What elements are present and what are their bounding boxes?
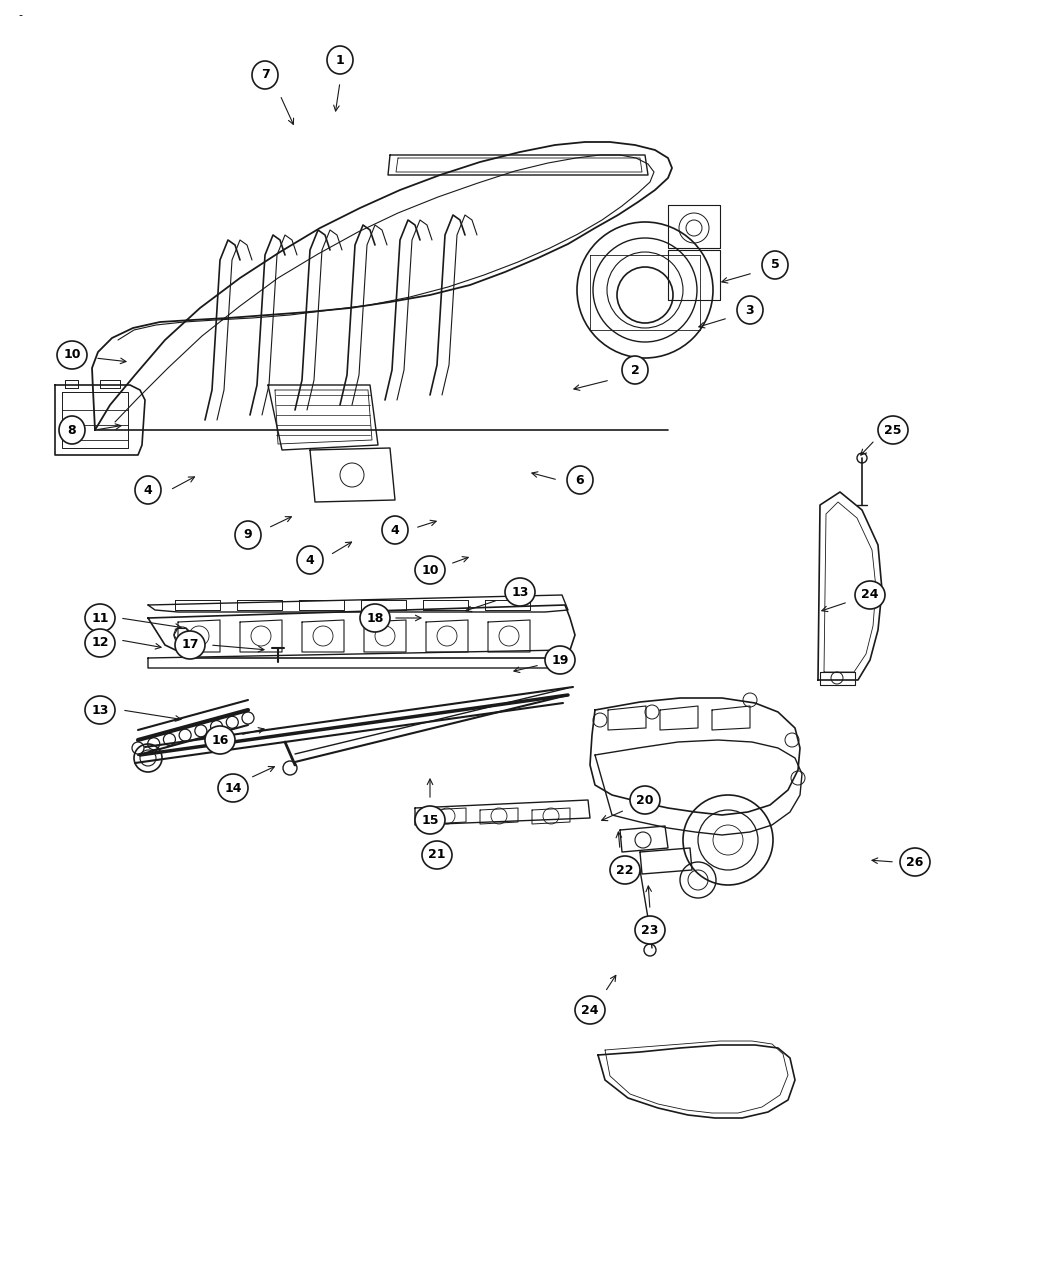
Text: 22: 22 — [616, 863, 634, 876]
Ellipse shape — [175, 631, 205, 659]
Text: -: - — [18, 10, 22, 20]
Text: 19: 19 — [551, 654, 569, 667]
Ellipse shape — [59, 416, 85, 444]
Text: 16: 16 — [211, 733, 229, 746]
Ellipse shape — [85, 696, 116, 724]
Text: 1: 1 — [336, 54, 344, 66]
Ellipse shape — [635, 915, 665, 944]
Text: 10: 10 — [421, 564, 439, 576]
Ellipse shape — [297, 546, 323, 574]
Text: 24: 24 — [861, 589, 879, 602]
Text: 8: 8 — [67, 423, 77, 436]
Text: 13: 13 — [511, 585, 529, 598]
Ellipse shape — [855, 581, 885, 609]
Ellipse shape — [382, 516, 408, 544]
Text: 2: 2 — [631, 363, 639, 376]
Text: 23: 23 — [642, 923, 658, 937]
Text: 17: 17 — [182, 639, 198, 652]
Text: 6: 6 — [575, 473, 584, 487]
Text: 9: 9 — [244, 529, 252, 542]
Text: 15: 15 — [421, 813, 439, 826]
Ellipse shape — [85, 604, 116, 632]
Ellipse shape — [415, 806, 445, 834]
Ellipse shape — [545, 646, 575, 674]
Text: 21: 21 — [428, 848, 446, 862]
Text: 26: 26 — [906, 856, 924, 868]
Ellipse shape — [900, 848, 930, 876]
Ellipse shape — [327, 46, 353, 74]
Ellipse shape — [85, 629, 116, 657]
Ellipse shape — [575, 996, 605, 1024]
Ellipse shape — [218, 774, 248, 802]
Ellipse shape — [878, 416, 908, 444]
Ellipse shape — [567, 465, 593, 493]
Ellipse shape — [57, 340, 87, 368]
Ellipse shape — [422, 842, 452, 870]
Ellipse shape — [622, 356, 648, 384]
Text: 14: 14 — [225, 782, 242, 794]
Ellipse shape — [252, 61, 278, 89]
Text: 3: 3 — [746, 303, 754, 316]
Ellipse shape — [415, 556, 445, 584]
Text: 4: 4 — [144, 483, 152, 496]
Ellipse shape — [205, 725, 235, 754]
Text: 7: 7 — [260, 69, 270, 82]
Text: 25: 25 — [884, 423, 902, 436]
Ellipse shape — [505, 578, 536, 606]
Text: 11: 11 — [91, 612, 109, 625]
Text: 12: 12 — [91, 636, 109, 649]
Text: 13: 13 — [91, 704, 109, 717]
Text: 5: 5 — [771, 259, 779, 272]
Ellipse shape — [360, 604, 390, 632]
Text: 18: 18 — [366, 612, 383, 625]
Text: 20: 20 — [636, 793, 654, 807]
Text: 10: 10 — [63, 348, 81, 362]
Text: 24: 24 — [582, 1003, 598, 1016]
Ellipse shape — [135, 476, 161, 504]
Ellipse shape — [762, 251, 788, 279]
Ellipse shape — [235, 521, 261, 550]
Text: 4: 4 — [391, 524, 399, 537]
Ellipse shape — [737, 296, 763, 324]
Ellipse shape — [630, 785, 660, 813]
Ellipse shape — [610, 856, 640, 884]
Text: 4: 4 — [306, 553, 314, 566]
